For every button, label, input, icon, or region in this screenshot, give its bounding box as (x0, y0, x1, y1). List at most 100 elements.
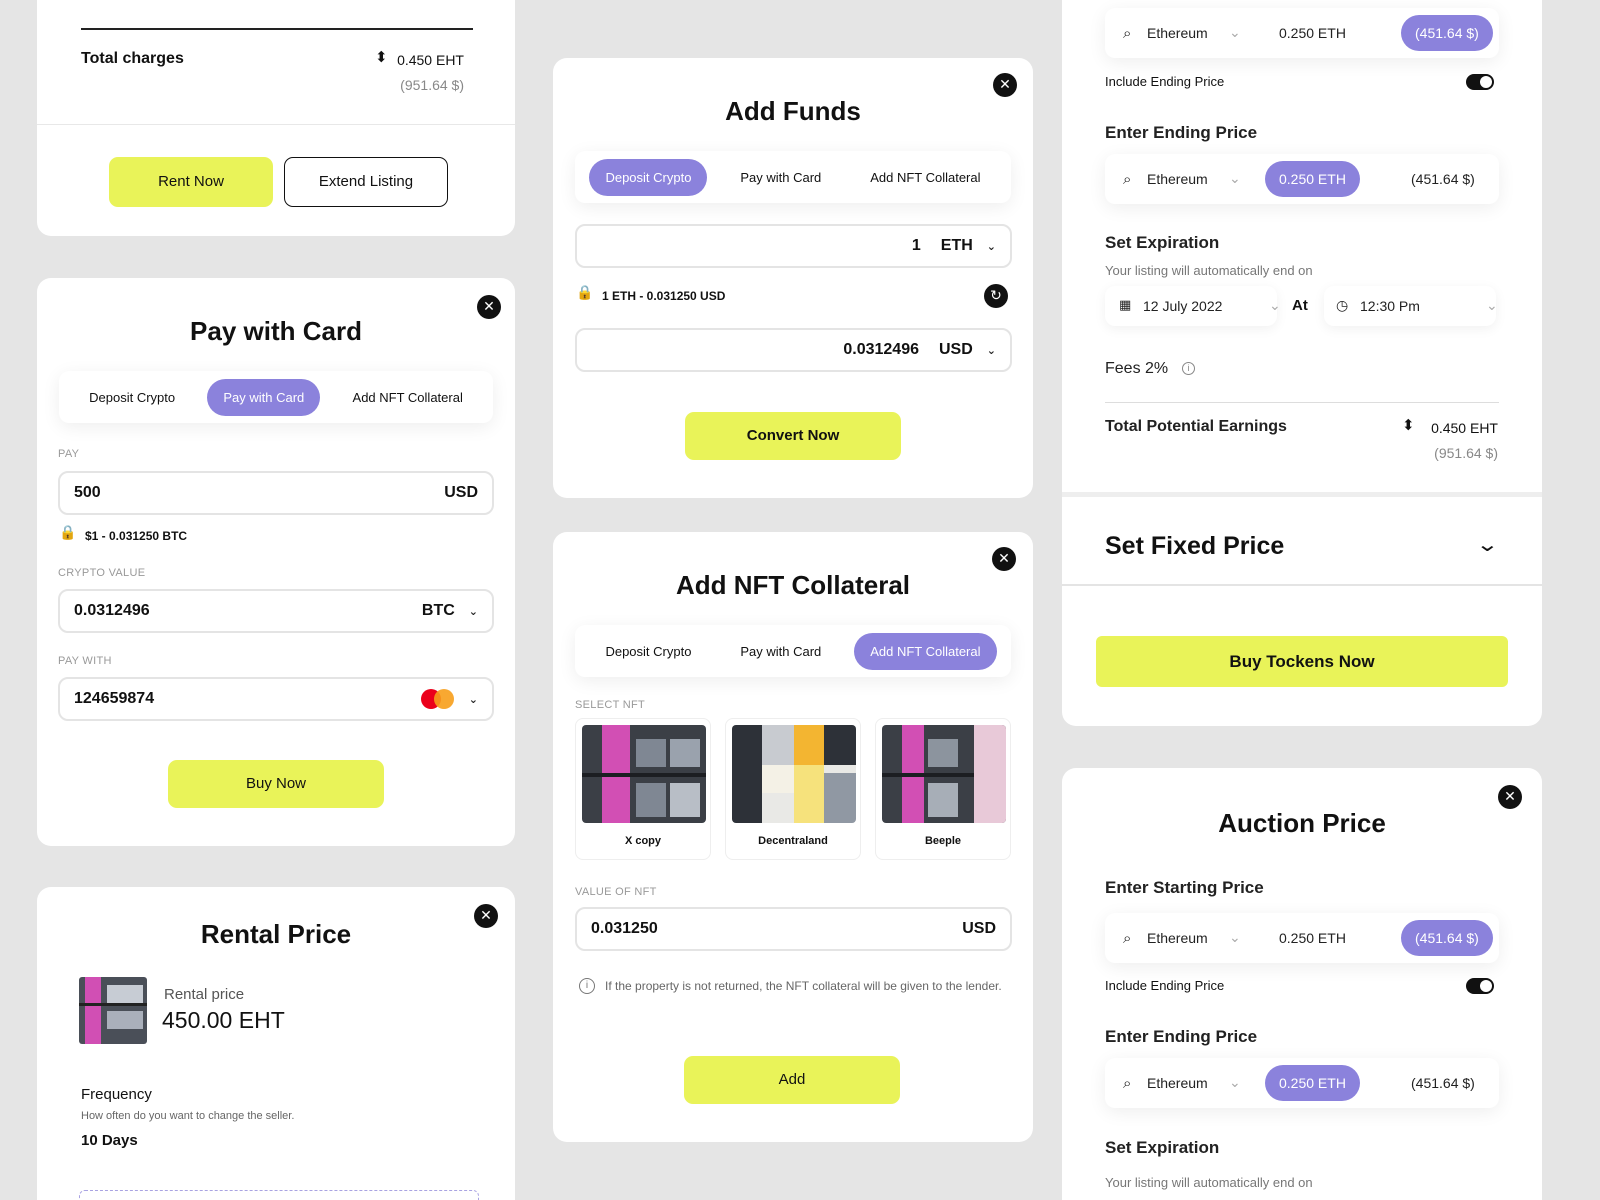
modal-title: Auction Price (1218, 808, 1386, 838)
lock-icon: 🔒 (576, 285, 594, 301)
tab-add-nft-collateral[interactable]: Add NFT Collateral (854, 632, 997, 670)
buy-tokens-now-button[interactable]: Buy Tockens Now (1096, 636, 1508, 687)
rent-now-button[interactable]: Rent Now (109, 157, 273, 207)
ending-price-selector[interactable]: ⌕ Ethereum ⌄ 0.250 ETH (451.64 $) (1105, 154, 1499, 204)
time-picker[interactable]: ◷ 12:30 Pm ⌄ (1324, 286, 1498, 326)
coin-select[interactable]: Ethereum (1147, 25, 1208, 41)
include-ending-price-label: Include Ending Price (1105, 74, 1225, 89)
search-icon: ⌕ (1123, 24, 1132, 42)
extend-listing-button[interactable]: Extend Listing (284, 157, 448, 207)
divider (81, 28, 473, 30)
total-earnings-label: Total Potential Earnings (1105, 418, 1287, 435)
tab-deposit-crypto[interactable]: Deposit Crypto (589, 158, 708, 196)
close-icon[interactable]: ✕ (993, 73, 1017, 97)
top-price-selector[interactable]: ⌕ Ethereum ⌄ 0.250 ETH (451.64 $) (1105, 8, 1499, 58)
nft-option-decentraland[interactable]: Decentraland (725, 718, 861, 860)
total-charges-usd: (951.64 $) (400, 77, 464, 93)
exchange-rate: $1 - 0.031250 BTC (85, 529, 188, 543)
rent-summary-card: Total charges ⬍ 0.450 EHT (951.64 $) Ren… (37, 0, 515, 236)
tab-add-nft-collateral[interactable]: Add NFT Collateral (352, 389, 463, 405)
date-picker[interactable]: ▦ 12 July 2022 ⌄ (1105, 286, 1281, 326)
frequency-label: Frequency (81, 1086, 152, 1103)
add-button[interactable]: Add (684, 1056, 900, 1104)
chevron-down-icon[interactable]: ⌄ (1229, 1075, 1241, 1091)
crypto-value-label: CRYPTO VALUE (58, 567, 146, 579)
dashed-upload-area[interactable] (79, 1190, 479, 1200)
add-nft-collateral-modal: ✕ Add NFT Collateral Deposit Crypto Pay … (553, 532, 1033, 1142)
chevron-down-icon[interactable]: ⌄ (468, 604, 478, 618)
chevron-down-icon[interactable]: ⌄ (1229, 25, 1241, 41)
include-ending-price-toggle[interactable] (1466, 74, 1494, 90)
pay-with-card-modal: ✕ Pay with Card Deposit Crypto Pay with … (37, 278, 515, 846)
payment-tabs: Deposit Crypto Pay with Card Add NFT Col… (59, 371, 493, 423)
include-ending-price-toggle[interactable] (1466, 978, 1494, 994)
coin-select[interactable]: Ethereum (1147, 930, 1208, 946)
set-fixed-price-header[interactable]: Set Fixed Price (1105, 532, 1285, 560)
calendar-icon: ▦ (1119, 298, 1132, 313)
nft-name: X copy (624, 835, 662, 847)
close-icon[interactable]: ✕ (477, 295, 501, 319)
eth-amount-input[interactable]: 1 ETH ⌄ (575, 224, 1012, 268)
close-icon[interactable]: ✕ (474, 904, 498, 928)
tab-pay-with-card[interactable]: Pay with Card (740, 169, 822, 185)
tab-add-nft-collateral[interactable]: Add NFT Collateral (870, 169, 981, 185)
chevron-down-icon[interactable]: ⌄ (1475, 532, 1500, 556)
card-number: 124659874 (74, 690, 155, 707)
tab-deposit-crypto[interactable]: Deposit Crypto (605, 643, 692, 659)
nft-option-x-copy[interactable]: X copy (575, 718, 711, 860)
card-number-input[interactable]: 124659874 ⌄ (58, 677, 494, 721)
close-icon[interactable]: ✕ (992, 547, 1016, 571)
fees-label: Fees 2% (1105, 360, 1169, 377)
modal-title: Rental Price (200, 919, 352, 949)
coin-select[interactable]: Ethereum (1147, 1075, 1208, 1091)
tab-deposit-crypto[interactable]: Deposit Crypto (89, 389, 176, 405)
auction-price-modal: ✕ Auction Price Enter Starting Price ⌕ E… (1062, 768, 1542, 1200)
expiration-hint: Your listing will automatically end on (1105, 1175, 1313, 1190)
pay-amount-input[interactable]: 500 USD (58, 471, 494, 515)
buy-now-button[interactable]: Buy Now (168, 760, 384, 808)
ending-price-selector[interactable]: ⌕ Ethereum ⌄ 0.250 ETH (451.64 $) (1105, 1058, 1499, 1108)
tab-pay-with-card[interactable]: Pay with Card (740, 643, 822, 659)
chevron-down-icon[interactable]: ⌄ (1229, 930, 1241, 946)
usd-amount-input[interactable]: 0.0312496 USD ⌄ (575, 328, 1012, 372)
at-label: At (1292, 297, 1308, 314)
chevron-down-icon[interactable]: ⌄ (1229, 171, 1241, 187)
close-icon[interactable]: ✕ (1498, 785, 1522, 809)
set-expiration-label: Set Expiration (1105, 1138, 1220, 1157)
eth-currency-select[interactable]: ETH (940, 237, 973, 254)
tab-pay-with-card[interactable]: Pay with Card (207, 378, 321, 416)
crypto-value-input[interactable]: 0.0312496 BTC ⌄ (58, 589, 494, 633)
lock-icon: 🔒 (59, 525, 77, 541)
clock-icon: ◷ (1336, 298, 1349, 314)
crypto-currency-select[interactable]: BTC (421, 602, 455, 619)
search-icon: ⌕ (1123, 170, 1132, 188)
eth-value: 0.250 ETH (1279, 25, 1346, 41)
pay-currency: USD (444, 484, 478, 501)
refresh-icon[interactable]: ↻ (984, 284, 1008, 308)
coin-select[interactable]: Ethereum (1147, 171, 1208, 187)
convert-now-button[interactable]: Convert Now (685, 412, 901, 460)
chevron-down-icon[interactable]: ⌄ (986, 239, 996, 253)
chevron-down-icon[interactable]: ⌄ (1486, 298, 1498, 314)
pay-amount-value: 500 (74, 484, 101, 501)
frequency-hint: How often do you want to change the sell… (81, 1110, 295, 1122)
nft-value-label: VALUE OF NFT (575, 886, 657, 898)
chevron-down-icon[interactable]: ⌄ (468, 692, 478, 706)
usd-currency-select[interactable]: USD (939, 341, 973, 358)
pay-with-label: PAY WITH (58, 655, 112, 667)
mastercard-icon (420, 688, 455, 710)
chevron-down-icon[interactable]: ⌄ (1269, 298, 1281, 314)
enter-ending-price-label: Enter Ending Price (1105, 1027, 1258, 1046)
expiration-hint: Your listing will automatically end on (1105, 263, 1313, 278)
nft-image (582, 725, 706, 823)
nft-option-beeple[interactable]: Beeple (875, 718, 1011, 860)
nft-value-input[interactable]: 0.031250 USD (575, 907, 1012, 951)
divider (37, 124, 515, 125)
crypto-value: 0.0312496 (74, 602, 150, 619)
nft-image (882, 725, 1006, 823)
info-icon: i (1182, 362, 1195, 375)
divider (1105, 402, 1499, 403)
frequency-value[interactable]: 10 Days (81, 1132, 138, 1149)
starting-price-selector[interactable]: ⌕ Ethereum ⌄ 0.250 ETH (451.64 $) (1105, 913, 1499, 963)
chevron-down-icon[interactable]: ⌄ (986, 343, 996, 357)
